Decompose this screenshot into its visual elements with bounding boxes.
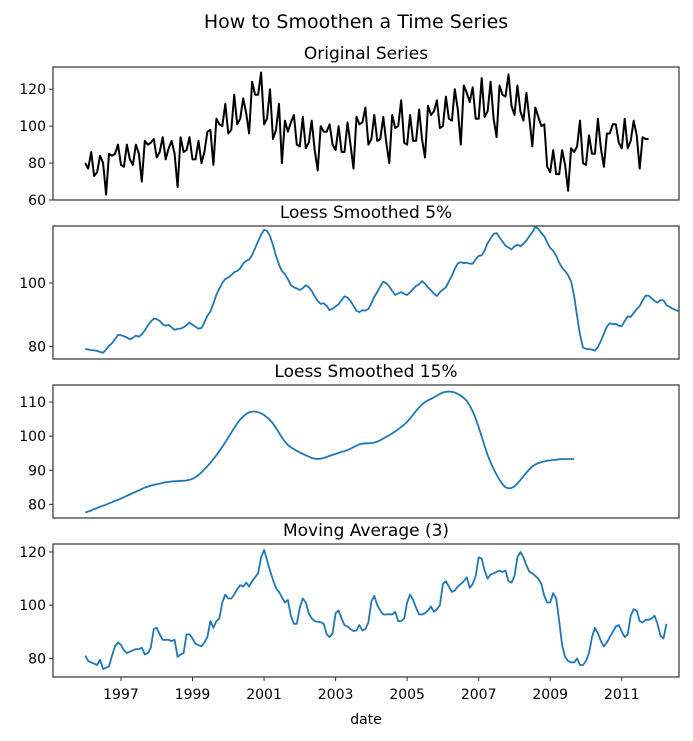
subplot-title: Moving Average (3) <box>283 521 449 541</box>
x-tick-label: 1999 <box>175 687 211 703</box>
y-tick-label: 80 <box>28 156 46 172</box>
y-tick-label: 90 <box>28 463 46 479</box>
x-tick-label: 2003 <box>318 687 354 703</box>
subplot-title: Loess Smoothed 15% <box>274 362 457 382</box>
y-tick-label: 100 <box>19 598 46 614</box>
x-axis-ticks: 1997 1999 2001 2003 2005 2007 2009 2011 <box>103 677 640 703</box>
x-axis-label: date <box>350 712 382 728</box>
y-tick-label: 80 <box>28 339 46 355</box>
y-tick-label: 120 <box>19 545 46 561</box>
series-line <box>84 71 649 196</box>
subplot-loess-5: Loess Smoothed 5% 80 100 <box>19 203 680 360</box>
axes-frame <box>52 225 680 360</box>
y-tick-label: 80 <box>28 497 46 513</box>
x-tick-label: 2009 <box>532 687 568 703</box>
y-tick-label: 80 <box>28 651 46 667</box>
subplot-original-series: Original Series 60 80 100 120 <box>19 44 680 209</box>
chart-title: How to Smoothen a Time Series <box>204 11 508 33</box>
subplot-title: Loess Smoothed 5% <box>280 203 452 223</box>
y-tick-label: 100 <box>19 119 46 135</box>
series-line <box>84 390 575 514</box>
x-tick-label: 2011 <box>604 687 640 703</box>
axes-frame <box>52 66 680 201</box>
y-tick-label: 100 <box>19 429 46 445</box>
axes-frame <box>52 384 680 519</box>
y-tick-label: 120 <box>19 82 46 98</box>
y-tick-label: 100 <box>19 276 46 292</box>
x-tick-label: 2005 <box>389 687 425 703</box>
series-line <box>84 549 668 670</box>
x-tick-label: 2007 <box>461 687 497 703</box>
series-line <box>85 225 679 354</box>
y-tick-label: 60 <box>28 193 46 209</box>
subplot-title: Original Series <box>304 44 428 64</box>
x-tick-label: 2001 <box>246 687 282 703</box>
axes-frame <box>52 543 680 678</box>
subplot-moving-average: Moving Average (3) 80 100 120 <box>19 521 680 678</box>
x-tick-label: 1997 <box>103 687 139 703</box>
y-tick-label: 110 <box>19 395 46 411</box>
subplot-loess-15: Loess Smoothed 15% 80 90 100 110 <box>19 362 680 519</box>
